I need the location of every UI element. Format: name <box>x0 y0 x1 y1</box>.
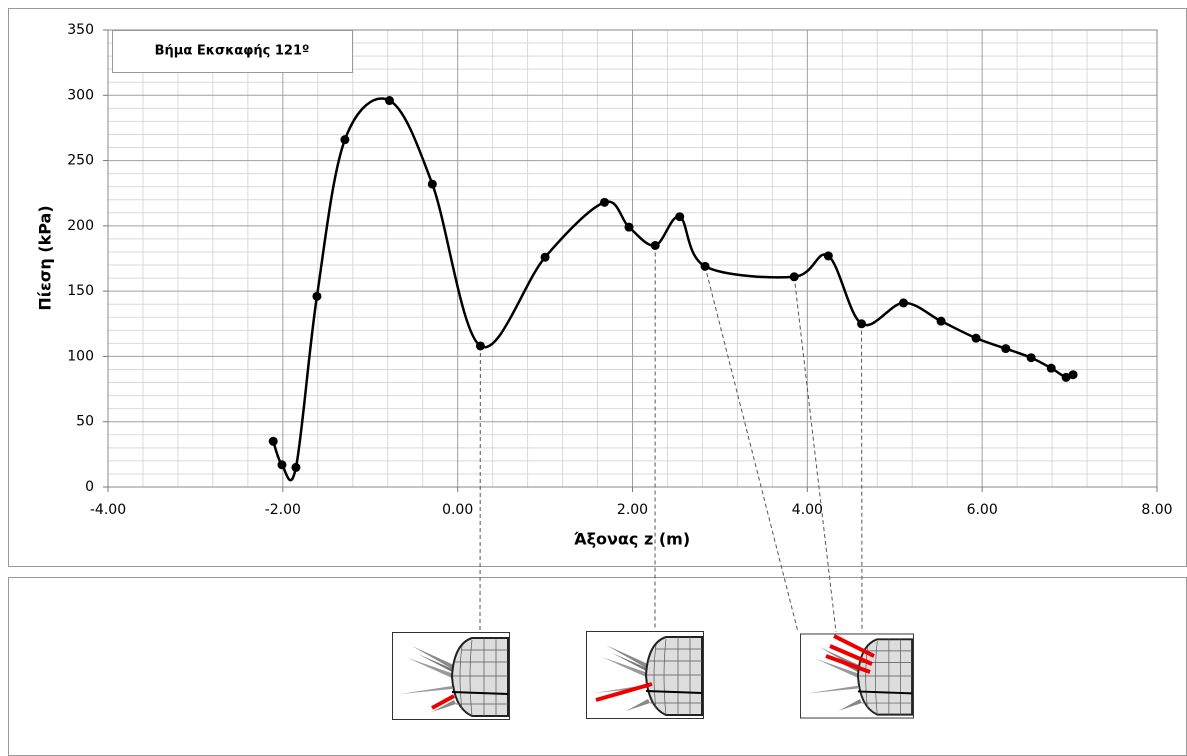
x-tick-label: 8.00 <box>1141 502 1172 518</box>
data-point <box>700 261 710 271</box>
y-tick-label: 150 <box>67 283 94 299</box>
data-point <box>427 179 437 189</box>
data-point <box>936 316 946 326</box>
data-point <box>624 222 634 232</box>
data-point <box>898 298 908 308</box>
x-tick-label: -2.00 <box>265 502 301 518</box>
data-point <box>475 341 485 351</box>
data-point <box>789 272 799 282</box>
data-point <box>823 251 833 261</box>
data-point <box>600 197 610 207</box>
data-point <box>312 291 322 301</box>
data-point <box>1026 353 1036 363</box>
x-axis-title: Άξονας z (m) <box>574 530 690 549</box>
data-point <box>340 135 350 145</box>
data-point <box>1046 363 1056 373</box>
x-tick-label: 0.00 <box>442 502 473 518</box>
data-point <box>277 460 287 470</box>
annotation-box <box>112 30 353 73</box>
data-point <box>384 96 394 106</box>
data-point <box>857 319 867 329</box>
data-point <box>1001 344 1011 354</box>
y-axis-title: Πίεση (kPa) <box>36 205 55 310</box>
x-tick-label: 4.00 <box>792 502 823 518</box>
thumbnail <box>800 632 914 720</box>
y-tick-label: 200 <box>67 218 94 234</box>
x-tick-label: 6.00 <box>967 502 998 518</box>
y-tick-label: 50 <box>76 414 94 430</box>
data-point <box>540 252 550 262</box>
grid <box>107 29 1158 488</box>
y-tick-label: 300 <box>67 87 94 103</box>
data-point <box>650 240 660 250</box>
data-point <box>1068 370 1078 380</box>
x-tick-label: 2.00 <box>617 502 648 518</box>
data-point <box>268 436 278 446</box>
leader-line <box>793 276 837 633</box>
y-tick-label: 0 <box>85 479 94 495</box>
leader-lines <box>479 245 863 633</box>
annotation: Βήμα Εκσκαφής 121º <box>155 44 310 59</box>
thumbnail <box>586 630 704 720</box>
thumbnail <box>392 632 510 720</box>
y-tick-label: 350 <box>67 22 94 38</box>
data-point <box>291 462 301 472</box>
y-tick-label: 250 <box>67 153 94 169</box>
data-point <box>675 212 685 222</box>
y-tick-label: 100 <box>67 348 94 364</box>
x-tick-label: -4.00 <box>90 502 126 518</box>
data-point <box>1061 372 1071 382</box>
data-point <box>971 333 981 343</box>
